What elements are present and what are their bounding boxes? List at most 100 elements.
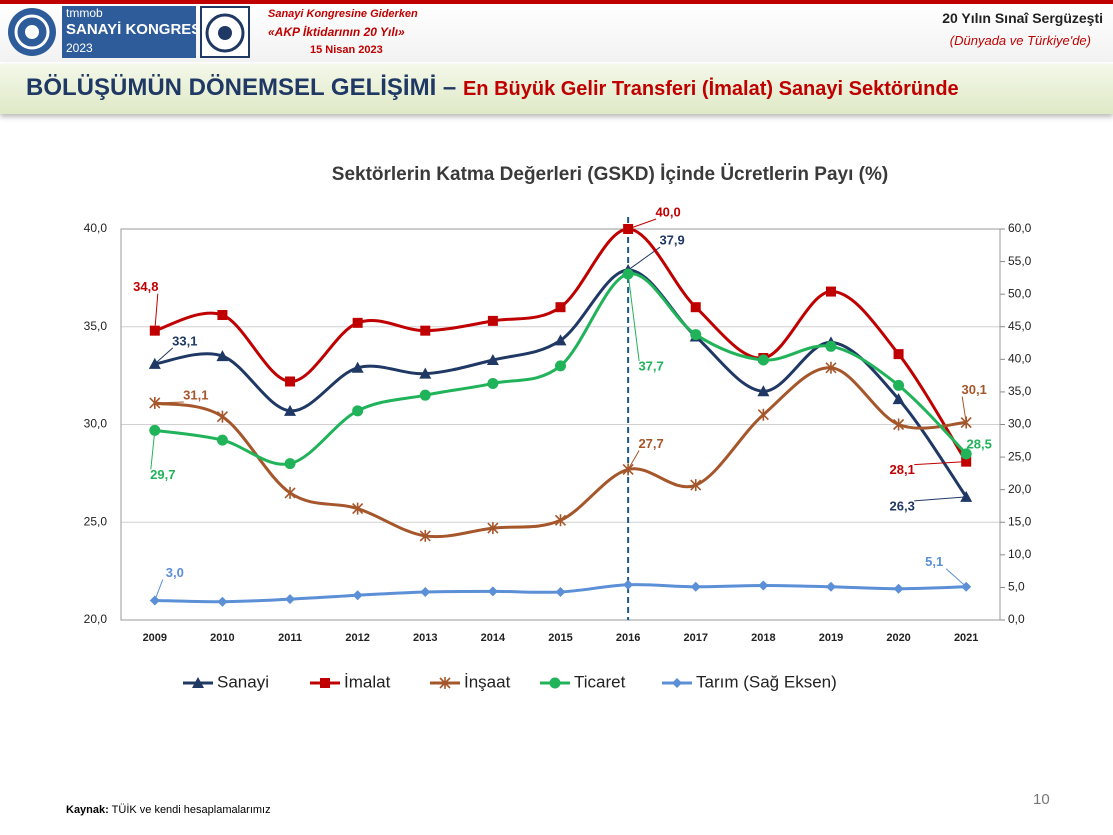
marker	[216, 350, 229, 362]
marker	[554, 514, 567, 527]
marker	[419, 389, 431, 401]
marker	[825, 340, 837, 352]
leader-line	[154, 347, 174, 365]
marker	[825, 286, 836, 297]
legend-label: Ticaret	[574, 672, 626, 691]
marker	[217, 310, 228, 321]
marker	[690, 581, 701, 592]
data-label: 33,1	[172, 333, 197, 348]
marker	[419, 367, 432, 379]
y-tick-label: 25,0	[84, 514, 108, 528]
marker	[439, 677, 451, 689]
marker	[487, 377, 499, 389]
data-label: 29,7	[150, 467, 175, 482]
y-tick-label: 30,0	[84, 417, 108, 431]
legend-item: Sanayi	[183, 672, 269, 691]
series-line	[154, 366, 967, 539]
y2-tick-label: 20,0	[1008, 482, 1032, 496]
marker	[216, 434, 228, 446]
org: tmmob	[66, 6, 103, 20]
data-label: 30,1	[962, 382, 987, 397]
marker	[893, 418, 905, 431]
source-text: TÜİK ve kendi hesaplamalarımız	[111, 804, 271, 816]
marker	[825, 581, 836, 592]
legend-item: İmalat	[310, 672, 391, 691]
x-tick-label: 2020	[886, 632, 910, 644]
y2-tick-label: 10,0	[1008, 547, 1032, 561]
data-label: 37,7	[638, 358, 663, 373]
y2-tick-label: 40,0	[1008, 352, 1032, 366]
leader-line	[627, 218, 657, 230]
legend-label: Tarım (Sağ Eksen)	[696, 672, 837, 691]
legend-item: İnşaat	[430, 672, 511, 691]
y-tick-label: 35,0	[84, 319, 108, 333]
marker	[757, 354, 769, 366]
legend-label: Sanayi	[217, 672, 269, 691]
x-tick-label: 2021	[954, 632, 978, 644]
data-label: 34,8	[133, 279, 158, 294]
event-date: 15 Nisan 2023	[310, 44, 383, 56]
marker	[352, 405, 364, 417]
source-label: Kaynak:	[66, 804, 109, 816]
marker	[420, 325, 431, 336]
marker	[487, 522, 499, 535]
slide-title-main: BÖLÜŞÜMÜN DÖNEMSEL GELİŞİMİ	[26, 74, 437, 101]
marker	[892, 393, 905, 405]
leader-line	[914, 496, 967, 502]
marker	[758, 580, 769, 591]
leader-line	[627, 273, 640, 362]
page-number: 10	[1033, 791, 1050, 808]
leader-line	[154, 293, 159, 331]
marker	[623, 579, 634, 590]
marker	[419, 529, 431, 542]
marker	[690, 329, 702, 341]
marker	[420, 586, 431, 597]
x-tick-label: 2016	[616, 632, 640, 644]
marker	[622, 463, 634, 476]
leader-line	[627, 450, 640, 470]
data-label: 5,1	[925, 554, 943, 569]
y2-tick-label: 5,0	[1008, 580, 1025, 594]
marker	[285, 376, 296, 387]
marker	[555, 302, 566, 313]
data-label: 27,7	[638, 436, 663, 451]
data-label: 40,0	[655, 204, 680, 219]
slide-title-highlight: En Büyük Gelir Transferi (İmalat) Sanayi…	[462, 78, 959, 100]
marker	[487, 315, 498, 326]
marker	[284, 486, 296, 499]
chart-title: Sektörlerin Katma Değerleri (GSKD) İçind…	[332, 164, 888, 185]
x-tick-label: 2017	[683, 632, 707, 644]
x-tick-label: 2012	[345, 632, 369, 644]
marker	[486, 353, 499, 365]
year: 2023	[66, 41, 93, 55]
title-bar	[0, 64, 1113, 114]
data-label: 26,3	[890, 498, 915, 513]
marker	[690, 479, 702, 492]
congress: SANAYİ KONGRESİ	[66, 21, 206, 38]
marker	[672, 678, 682, 688]
marker	[549, 677, 561, 689]
x-tick-label: 2018	[751, 632, 775, 644]
x-tick-label: 2014	[481, 632, 506, 644]
marker	[893, 379, 905, 391]
right-title: 20 Yılın Sınaî Sergüzeşti	[942, 10, 1103, 26]
x-tick-label: 2015	[548, 632, 572, 644]
x-tick-label: 2019	[819, 632, 843, 644]
source: Kaynak: TÜİK ve kendi hesaplamalarımız	[66, 804, 271, 816]
marker	[960, 490, 973, 502]
leader-line	[154, 579, 164, 601]
chart: Sektörlerin Katma Değerleri (GSKD) İçind…	[84, 164, 1032, 691]
marker	[352, 502, 364, 515]
marker	[284, 458, 296, 470]
marker	[352, 590, 363, 601]
marker	[192, 677, 204, 688]
logo-box	[62, 6, 196, 58]
leader-line	[945, 568, 967, 588]
leader-line	[961, 396, 967, 423]
marker	[554, 334, 567, 346]
y2-tick-label: 45,0	[1008, 319, 1032, 333]
legend-label: İmalat	[344, 672, 391, 691]
marker	[893, 583, 904, 594]
slide-title-dash: –	[442, 74, 457, 101]
